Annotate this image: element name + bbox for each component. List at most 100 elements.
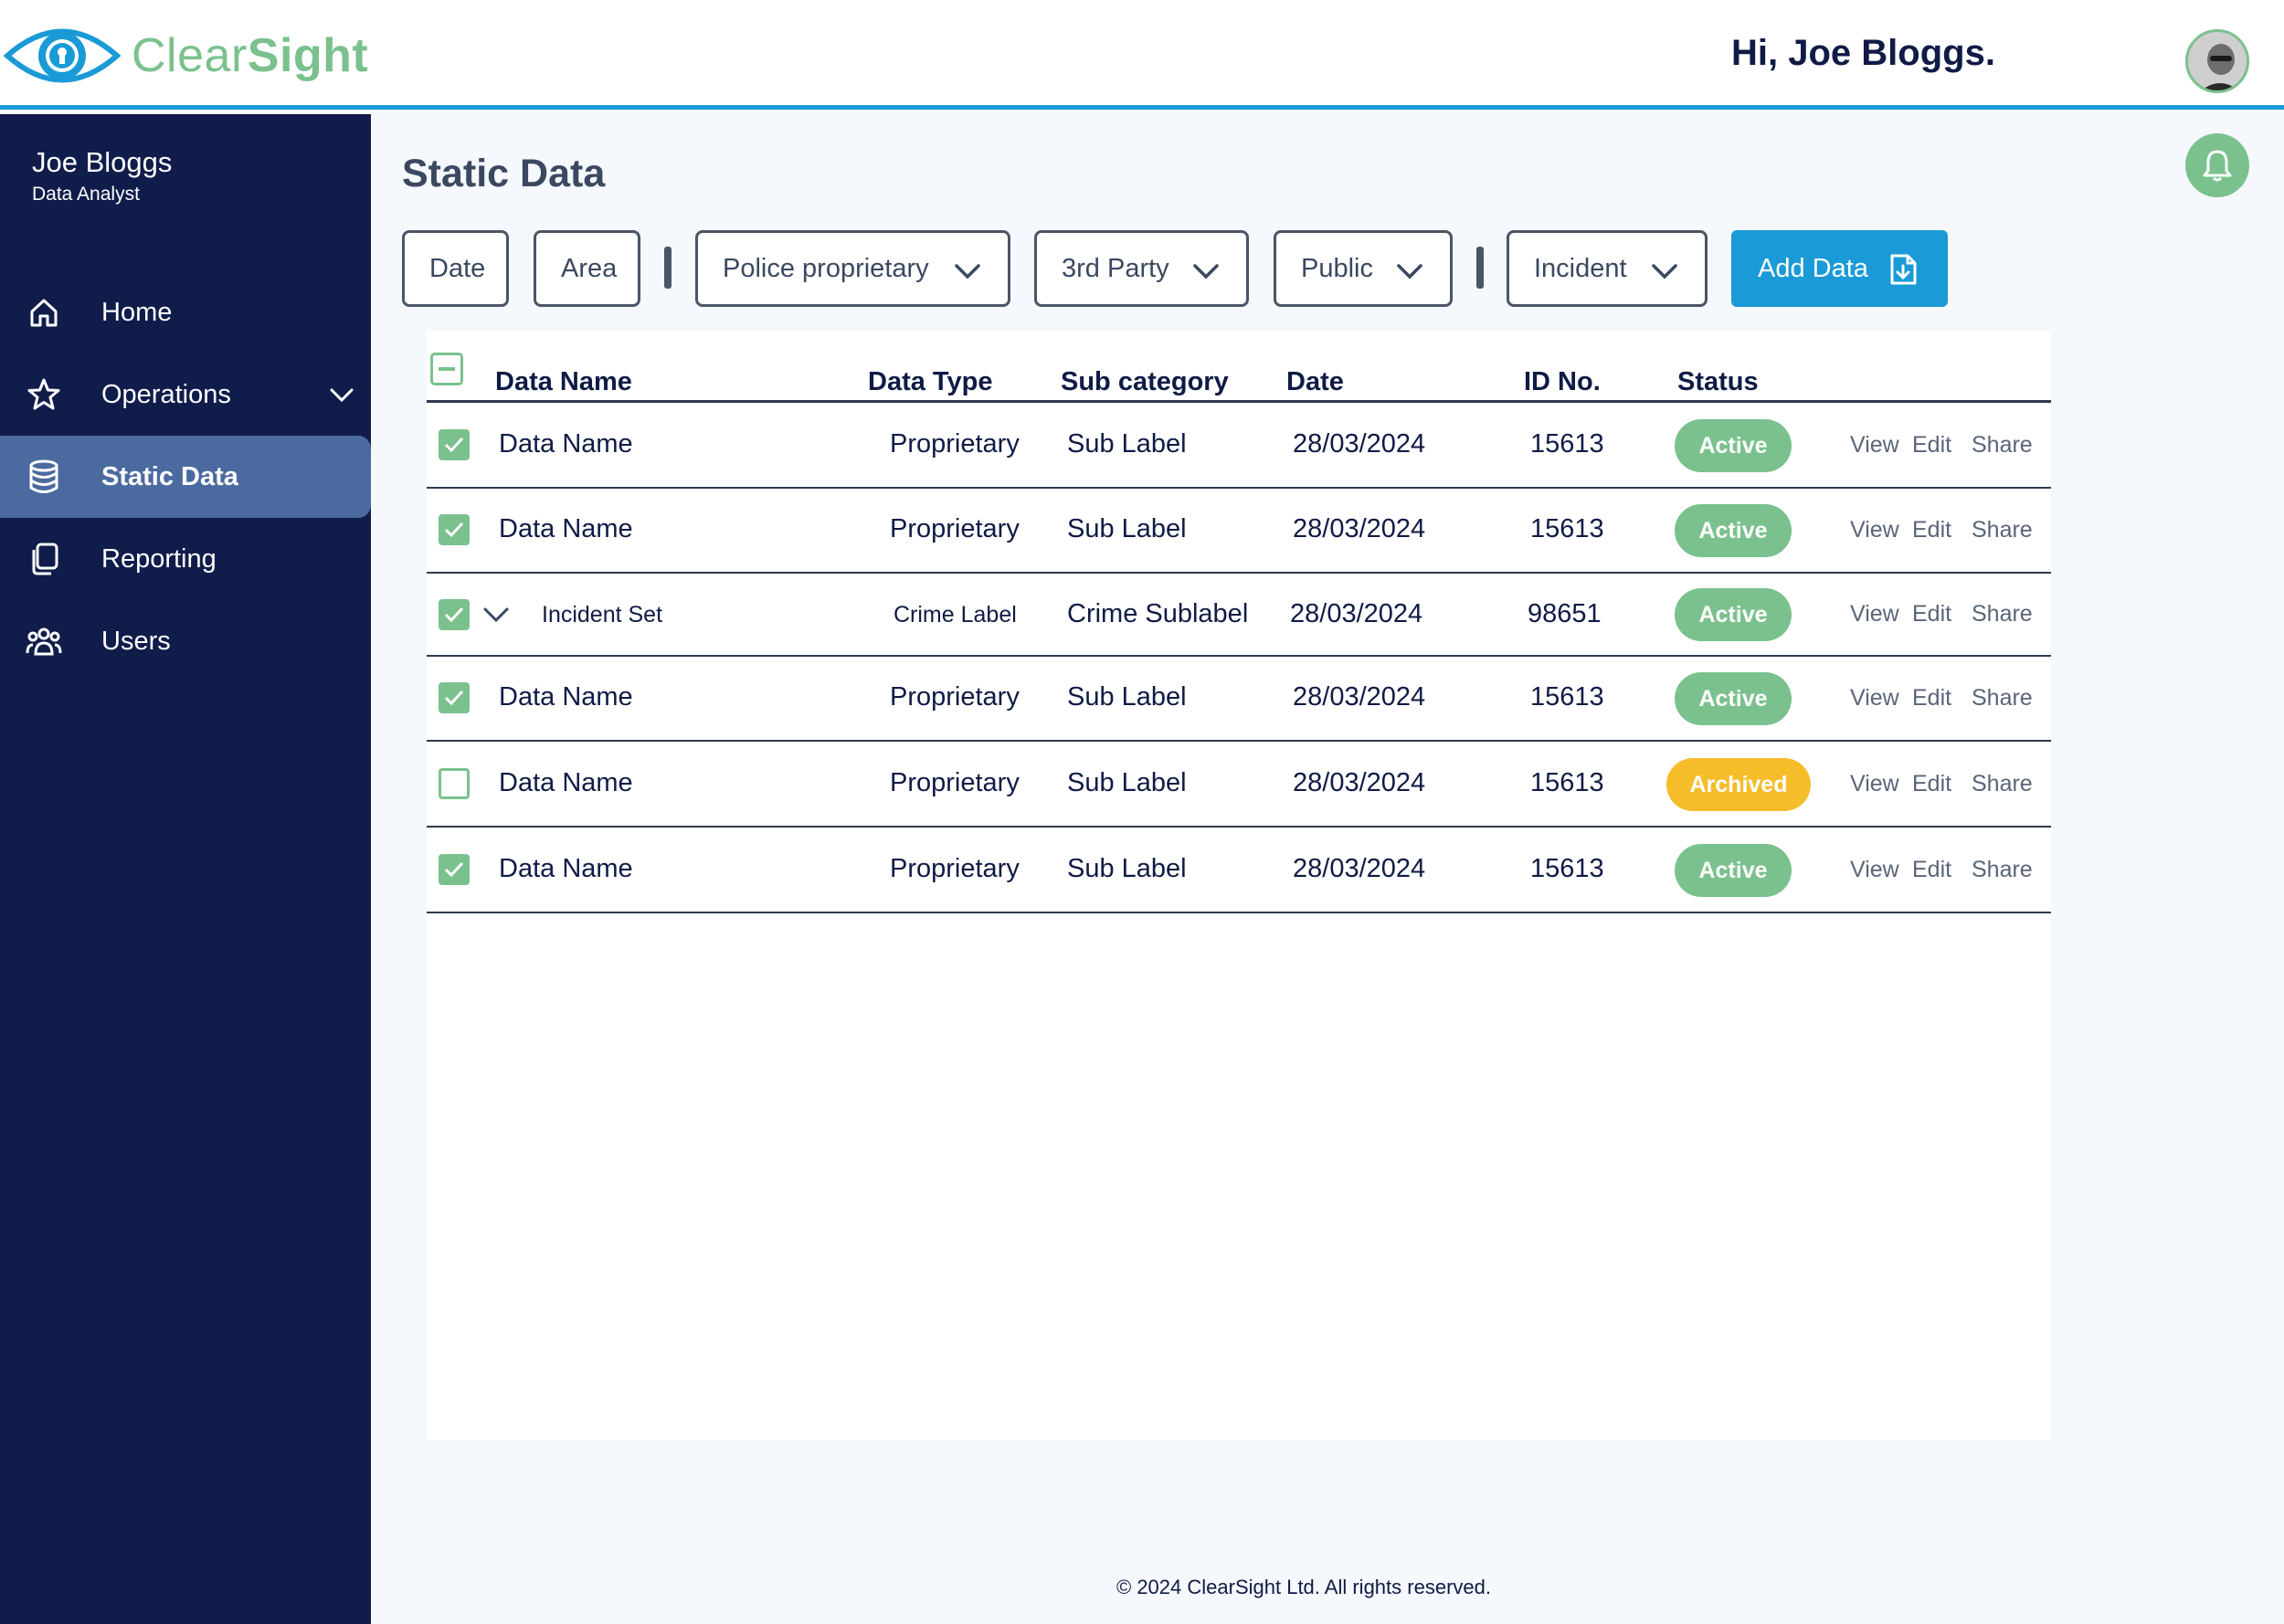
notifications-button[interactable] (2185, 133, 2249, 197)
sidebar-item-label: Users (101, 626, 171, 656)
sidebar-item-operations[interactable]: Operations (0, 353, 371, 436)
header-divider (427, 400, 2051, 403)
column-header[interactable]: Status (1677, 367, 1759, 396)
top-bar: ClearSight Hi, Joe Bloggs. (0, 0, 2284, 110)
edit-link[interactable]: Edit (1912, 601, 1952, 627)
share-link[interactable]: Share (1972, 685, 2033, 711)
view-link[interactable]: View (1850, 601, 1899, 627)
check-icon (444, 690, 464, 706)
chevron-down-icon[interactable] (327, 380, 356, 409)
cell-date: 28/03/2024 (1293, 682, 1426, 712)
sidebar-item-reporting[interactable]: Reporting (0, 518, 371, 600)
cell-date: 28/03/2024 (1293, 768, 1426, 797)
bell-icon (2203, 150, 2232, 182)
status-badge: Active (1675, 672, 1792, 725)
chevron-down-icon (1397, 264, 1422, 279)
status-badge: Active (1675, 588, 1792, 641)
user-role: Data Analyst (32, 184, 140, 205)
cell-sub: Crime Sublabel (1067, 599, 1249, 628)
row-checkbox[interactable] (439, 599, 470, 630)
cell-type: Proprietary (890, 768, 1020, 797)
avatar[interactable] (2185, 29, 2249, 93)
row-divider (427, 487, 2051, 489)
check-icon (444, 437, 464, 453)
cell-id: 15613 (1530, 854, 1604, 883)
row-checkbox[interactable] (439, 514, 470, 545)
column-header[interactable]: ID No. (1524, 367, 1601, 396)
row-checkbox[interactable] (439, 682, 470, 713)
view-link[interactable]: View (1850, 771, 1899, 796)
table-row[interactable]: Incident Set Crime Label Crime Sublabel … (427, 574, 2051, 657)
edit-link[interactable]: Edit (1912, 432, 1952, 458)
view-link[interactable]: View (1850, 432, 1899, 458)
cell-type: Proprietary (890, 429, 1020, 459)
row-checkbox[interactable] (439, 768, 470, 799)
cell-sub: Sub Label (1067, 682, 1187, 712)
row-checkbox[interactable] (439, 429, 470, 460)
status-badge: Active (1675, 419, 1792, 472)
cell-id: 98651 (1528, 599, 1602, 628)
view-link[interactable]: View (1850, 685, 1899, 711)
share-link[interactable]: Share (1972, 517, 2033, 543)
filter-area[interactable]: Area (534, 230, 640, 307)
cell-id: 15613 (1530, 514, 1604, 543)
share-link[interactable]: Share (1972, 432, 2033, 458)
status-badge: Active (1675, 504, 1792, 557)
sidebar-item-label: Home (101, 297, 173, 327)
share-link[interactable]: Share (1972, 857, 2033, 882)
cell-type: Crime Label (894, 602, 1017, 627)
cell-name: Data Name (499, 514, 633, 543)
data-table: Data Name Data Type Sub category Date ID… (427, 331, 2051, 1440)
logo[interactable]: ClearSight (4, 20, 368, 91)
chevron-down-icon (955, 264, 980, 279)
chevron-down-icon[interactable] (481, 600, 511, 629)
filter-police-proprietary[interactable]: Police proprietary (695, 230, 1010, 307)
eye-lock-icon (4, 28, 121, 83)
filter-divider (1476, 247, 1484, 289)
user-name: Joe Bloggs (32, 146, 173, 178)
table-row[interactable]: Data Name Proprietary Sub Label 28/03/20… (427, 657, 2051, 742)
cell-name: Data Name (499, 429, 633, 459)
column-header[interactable]: Data Name (495, 367, 632, 396)
sidebar-item-home[interactable]: Home (0, 271, 371, 353)
select-all-checkbox[interactable] (430, 353, 463, 385)
cell-date: 28/03/2024 (1290, 599, 1423, 628)
sidebar-item-static-data[interactable]: Static Data (0, 436, 371, 518)
sidebar-item-users[interactable]: Users (0, 600, 371, 682)
greeting: Hi, Joe Bloggs. (1731, 33, 1995, 73)
sidebar-item-label: Operations (101, 379, 231, 409)
edit-link[interactable]: Edit (1912, 857, 1952, 882)
share-link[interactable]: Share (1972, 771, 2033, 796)
column-header[interactable]: Data Type (868, 367, 993, 396)
cell-name: Data Name (499, 854, 633, 883)
share-link[interactable]: Share (1972, 601, 2033, 627)
column-header[interactable]: Date (1286, 367, 1344, 396)
add-data-button[interactable]: Add Data (1731, 230, 1948, 307)
filter-public[interactable]: Public (1274, 230, 1453, 307)
cell-date: 28/03/2024 (1293, 514, 1426, 543)
table-row[interactable]: Data Name Proprietary Sub Label 28/03/20… (427, 403, 2051, 489)
table-row[interactable]: Data Name Proprietary Sub Label 28/03/20… (427, 489, 2051, 574)
cell-date: 28/03/2024 (1293, 854, 1426, 883)
cell-type: Proprietary (890, 854, 1020, 883)
chevron-down-icon (1193, 264, 1219, 279)
row-divider (427, 912, 2051, 913)
edit-link[interactable]: Edit (1912, 771, 1952, 796)
filter-date[interactable]: Date (402, 230, 509, 307)
filter-3rd-party[interactable]: 3rd Party (1034, 230, 1249, 307)
column-header[interactable]: Sub category (1061, 367, 1229, 396)
filter-incident[interactable]: Incident (1507, 230, 1708, 307)
footer-copyright: © 2024 ClearSight Ltd. All rights reserv… (1116, 1576, 1491, 1598)
edit-link[interactable]: Edit (1912, 685, 1952, 711)
cell-id: 15613 (1530, 768, 1604, 797)
file-download-icon (1890, 254, 1917, 285)
view-link[interactable]: View (1850, 857, 1899, 882)
table-row[interactable]: Data Name Proprietary Sub Label 28/03/20… (427, 828, 2051, 913)
view-link[interactable]: View (1850, 517, 1899, 543)
check-icon (444, 861, 464, 878)
cell-name: Data Name (499, 768, 633, 797)
edit-link[interactable]: Edit (1912, 517, 1952, 543)
home-icon (26, 294, 62, 331)
row-checkbox[interactable] (439, 854, 470, 885)
table-row[interactable]: Data Name Proprietary Sub Label 28/03/20… (427, 742, 2051, 828)
